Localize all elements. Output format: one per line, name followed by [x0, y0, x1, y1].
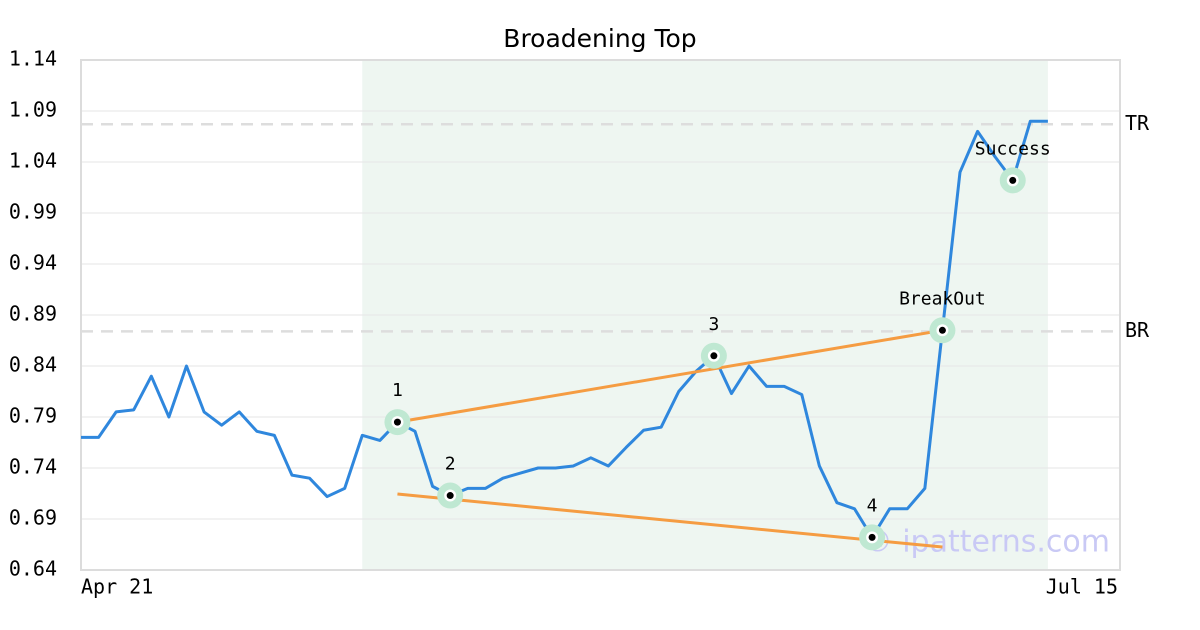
point-dot: [938, 326, 946, 334]
y-tick-label: 0.89: [9, 302, 57, 326]
point-label: 1: [392, 380, 403, 401]
trend-line: [397, 492, 943, 549]
y-tick-label: 1.09: [9, 98, 57, 122]
chart-title: Broadening Top: [503, 24, 696, 53]
y-tick-label: 1.04: [9, 149, 57, 173]
pattern-point: [859, 524, 886, 551]
y-tick-label: 0.84: [9, 353, 57, 377]
pattern-point: [700, 342, 727, 369]
y-tick-label: 1.14: [9, 47, 57, 71]
y-tick-label: 0.94: [9, 251, 57, 275]
trend-line: [397, 328, 943, 424]
point-dot: [446, 492, 454, 500]
pattern-point: [384, 409, 411, 436]
point-label: 4: [867, 495, 878, 516]
plot-border: [80, 59, 1121, 571]
point-label: Success: [975, 138, 1051, 159]
y-tick-label: 0.74: [9, 455, 57, 479]
level-label: BR: [1125, 318, 1150, 342]
point-label: 3: [708, 314, 719, 335]
pattern-point: [929, 317, 956, 344]
point-dot: [1009, 176, 1017, 184]
y-tick-label: 0.69: [9, 506, 57, 530]
x-tick-label: Apr 21: [81, 575, 153, 599]
point-label: 2: [445, 454, 456, 475]
price-line: [81, 119, 1048, 539]
level-label: TR: [1125, 111, 1150, 135]
pattern-point: [999, 167, 1026, 194]
x-tick-label: Jul 15: [1046, 575, 1118, 599]
point-dot: [710, 352, 718, 360]
y-tick-label: 0.99: [9, 200, 57, 224]
point-dot: [393, 418, 401, 426]
point-label: BreakOut: [899, 288, 986, 309]
pattern-point: [437, 482, 464, 509]
point-dot: [868, 533, 876, 541]
y-tick-label: 0.64: [9, 557, 57, 581]
y-tick-label: 0.79: [9, 404, 57, 428]
